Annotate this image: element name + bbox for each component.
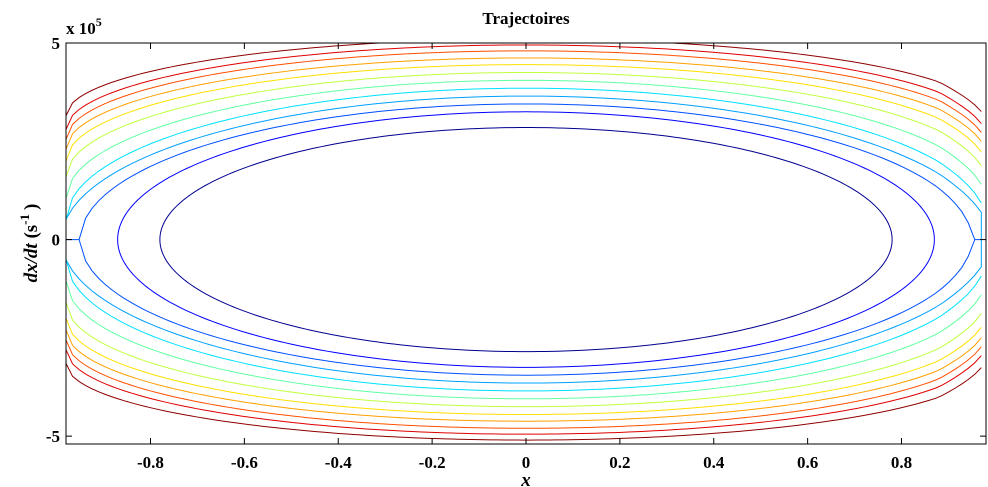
trajectory-curve — [65, 71, 982, 408]
trajectory-curve — [65, 64, 982, 416]
trajectory-curve — [65, 87, 982, 392]
y-tick-label: -5 — [46, 427, 60, 446]
trajectory-curve — [117, 111, 935, 368]
y-tick-label: 0 — [52, 231, 61, 250]
y-multiplier-base: x 10 — [66, 19, 96, 38]
x-axis-ticks: -0.8 -0.6 -0.4 -0.2 0 0.2 0.4 0.6 0.8 — [137, 43, 912, 472]
x-tick-label: -0.4 — [325, 453, 352, 472]
x-axis-label: x — [520, 470, 531, 487]
y-multiplier: x 105 — [66, 15, 102, 38]
x-tick-label: 0.6 — [797, 453, 818, 472]
chart-title: Trajectoires — [482, 9, 570, 28]
y-axis-label-unit-close: ) — [21, 204, 42, 210]
x-tick-label: 0 — [522, 453, 531, 472]
x-tick-label: 0.8 — [891, 453, 912, 472]
trajectory-curve — [65, 42, 982, 441]
y-multiplier-exp: 5 — [96, 15, 102, 29]
trajectory-curve — [65, 79, 982, 400]
y-axis-label-unit-exp: -1 — [17, 214, 32, 225]
y-tick-label: 5 — [52, 34, 61, 53]
trajectory-curve — [65, 57, 982, 422]
y-axis-label-unit: (s — [21, 225, 42, 243]
y-axis-label: dx/dt (s-1) — [17, 204, 42, 283]
x-tick-label: -0.6 — [231, 453, 258, 472]
trajectory-curve — [65, 44, 982, 435]
trajectory-curve — [65, 50, 982, 429]
y-axis-label-var: dx/dt — [21, 243, 42, 283]
x-tick-label: -0.8 — [137, 453, 164, 472]
trajectory-curve — [66, 103, 982, 376]
trajectory-curves — [65, 42, 982, 441]
x-tick-label: 0.2 — [609, 453, 630, 472]
x-tick-label: -0.2 — [419, 453, 446, 472]
x-tick-label: 0.4 — [703, 453, 725, 472]
y-axis-ticks: 5 0 -5 — [46, 34, 986, 446]
trajectory-curve — [159, 127, 893, 353]
